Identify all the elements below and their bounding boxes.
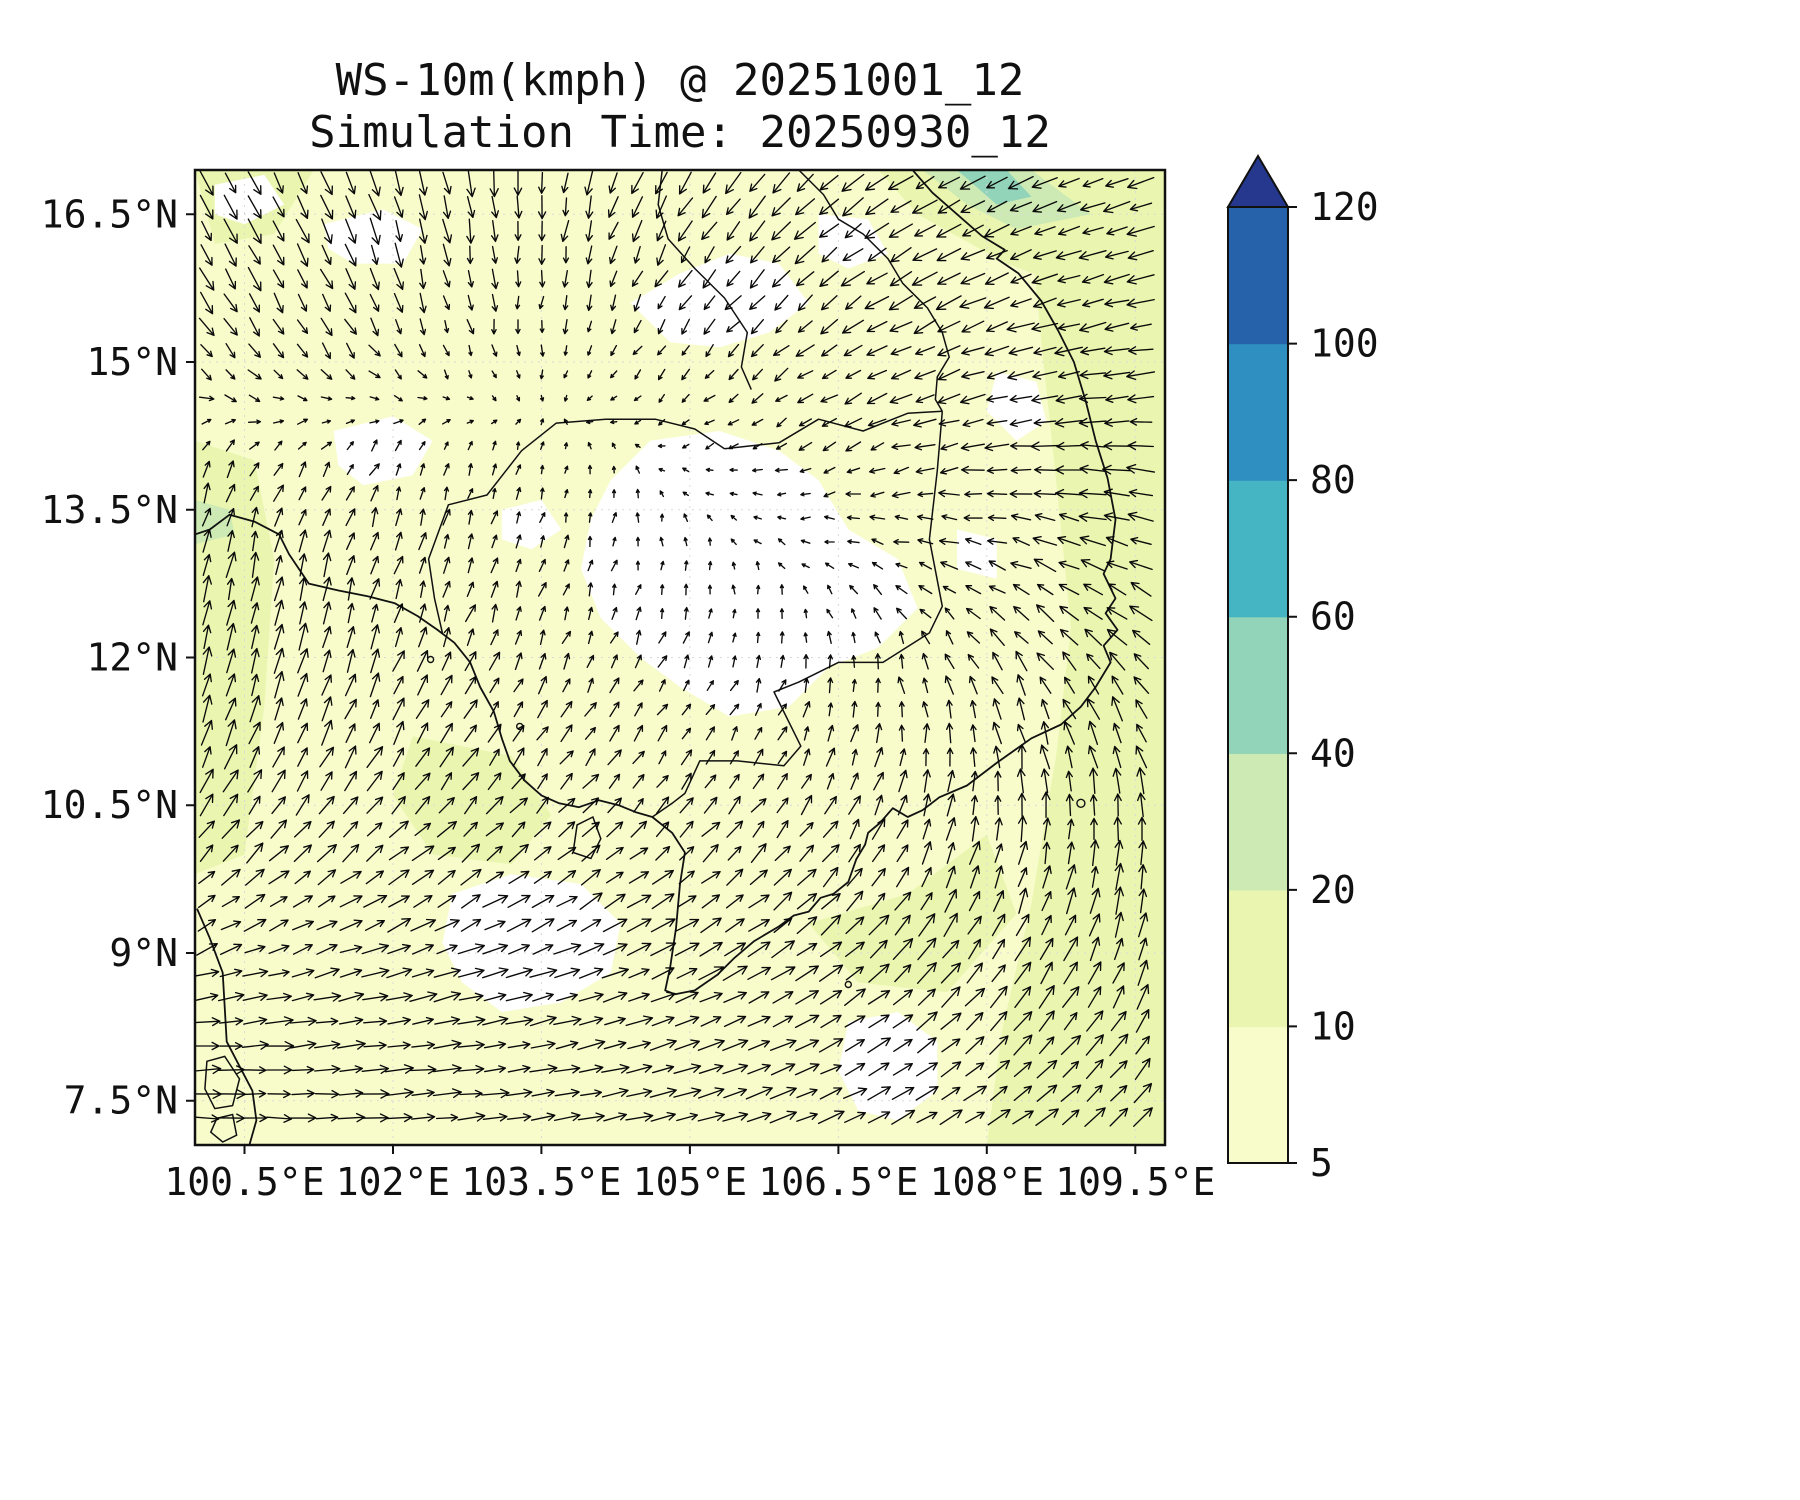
x-tick-label: 100.5°E xyxy=(164,1160,324,1204)
x-tick-label: 106.5°E xyxy=(758,1160,918,1204)
colorbar-outline xyxy=(1227,206,1289,1164)
shading-region-20-40 xyxy=(195,499,235,545)
x-tick-label: 105°E xyxy=(633,1160,747,1204)
lake xyxy=(209,1113,238,1143)
x-tick-label: 103.5°E xyxy=(461,1160,621,1204)
colorbar-tick-label: 80 xyxy=(1310,458,1356,502)
colorbar-tick-label: 60 xyxy=(1310,595,1356,639)
island xyxy=(426,655,435,664)
lake xyxy=(204,1055,241,1110)
y-tick-label: 13.5°N xyxy=(41,488,178,532)
y-tick-label: 15°N xyxy=(86,340,178,384)
colorbar-segment xyxy=(1228,343,1288,481)
colorbar-tick-label: 20 xyxy=(1310,868,1356,912)
x-tick-label: 109.5°E xyxy=(1055,1160,1215,1204)
wind-vectors xyxy=(195,170,1156,1127)
chart-subtitle: Simulation Time: 20250930_12 xyxy=(309,107,1051,158)
chart-title: WS-10m(kmph) @ 20251001_12 xyxy=(335,55,1025,106)
y-tick-label: 10.5°N xyxy=(41,783,178,827)
y-tick-label: 16.5°N xyxy=(41,192,178,236)
border-line xyxy=(651,411,944,818)
colorbar-extend-triangle xyxy=(1226,154,1290,208)
calm-region xyxy=(333,416,433,486)
border-line xyxy=(798,170,950,412)
calm-region xyxy=(442,874,621,1012)
colorbar-tick-label: 120 xyxy=(1310,185,1379,229)
calm-region xyxy=(986,371,1047,441)
colorbar-segment xyxy=(1228,616,1288,754)
calm-region xyxy=(630,253,809,348)
island xyxy=(1076,798,1086,808)
colorbar-tick-label: 10 xyxy=(1310,1004,1356,1048)
shading-region-10-20 xyxy=(195,440,275,875)
calm-region xyxy=(501,499,562,550)
border-line xyxy=(724,410,943,450)
colorbar-segment xyxy=(1228,207,1288,345)
y-tick-label: 12°N xyxy=(86,636,178,680)
plot-content xyxy=(195,170,1165,1145)
colorbar-segment xyxy=(1228,1026,1288,1164)
calm-region xyxy=(581,431,918,717)
y-tick-label: 9°N xyxy=(109,931,178,975)
colorbar-tick-label: 100 xyxy=(1310,322,1379,366)
x-tick-label: 108°E xyxy=(930,1160,1044,1204)
island xyxy=(844,980,852,989)
y-tick-label: 7.5°N xyxy=(64,1079,178,1123)
colorbar-segment xyxy=(1228,480,1288,618)
colorbar-tick-label: 40 xyxy=(1310,731,1356,775)
border-line xyxy=(427,418,725,634)
colorbar-segment xyxy=(1228,889,1288,1028)
coastline xyxy=(195,170,1119,996)
shading-region-10-20 xyxy=(986,170,1165,1145)
x-tick-label: 102°E xyxy=(336,1160,450,1204)
colorbar-tick-label: 5 xyxy=(1310,1141,1333,1185)
shading-region-10-20 xyxy=(393,736,552,865)
colorbar-ticks xyxy=(1288,206,1297,1164)
colorbar-segment xyxy=(1228,753,1288,891)
axis-ticks xyxy=(186,213,1137,1154)
